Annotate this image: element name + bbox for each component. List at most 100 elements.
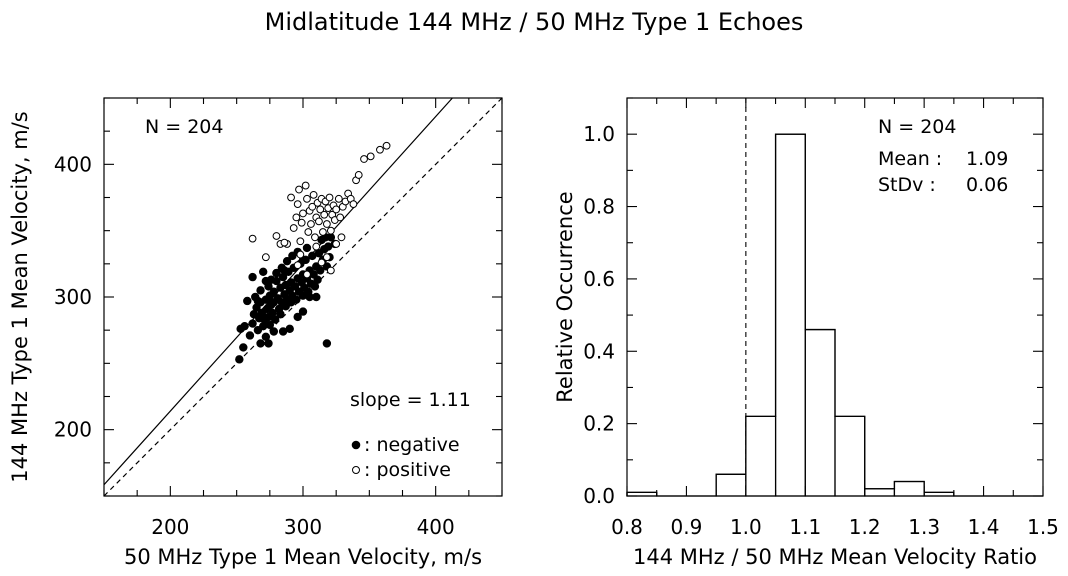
scatter-point-positive	[382, 141, 391, 150]
scatter-point-positive	[308, 202, 317, 211]
histogram-bar	[923, 491, 955, 497]
scatter-point-negative	[312, 292, 321, 302]
legend-positive-marker	[352, 466, 360, 474]
scatter-y-tick-label: 300	[54, 285, 92, 309]
scatter-point-negative	[272, 268, 281, 278]
histogram-stdv-value: 0.06	[966, 174, 1008, 196]
scatter-point-negative	[235, 355, 244, 364]
histogram-x-tick-label: 0.9	[671, 515, 703, 539]
histogram-y-tick-label: 1.0	[583, 122, 615, 146]
scatter-point-positive	[320, 210, 329, 219]
scatter-point-positive	[325, 193, 334, 202]
histogram-bar	[745, 415, 777, 497]
scatter-x-tick-label: 400	[417, 515, 455, 539]
histogram-x-tick-label: 0.8	[611, 515, 643, 539]
histogram-tick-labels: 0.8 0.9 1.0 1.1 1.2 1.3 1.4 1.5 0.0 0.2 0.4 0.6 0.8 1…	[583, 122, 1059, 539]
scatter-point-positive	[261, 253, 270, 262]
scatter-point-positive	[303, 194, 311, 203]
scatter-point-positive	[326, 226, 335, 235]
figure-title: Midlatitude 144 MHz / 50 MHz Type 1 Echo…	[265, 8, 804, 36]
scatter-point-positive	[309, 190, 318, 199]
scatter-point-positive	[312, 242, 321, 251]
histogram-y-tick-label: 0.8	[583, 195, 615, 219]
scatter-point-positive	[280, 238, 289, 247]
histogram-y-tick-label: 0.2	[583, 412, 615, 436]
scatter-point-negative	[322, 339, 332, 348]
scatter-point-negative	[264, 339, 273, 348]
scatter-point-positive	[332, 205, 341, 214]
scatter-y-tick-label: 400	[54, 152, 92, 176]
scatter-ticks	[103, 97, 503, 497]
scatter-point-positive	[299, 209, 307, 218]
scatter-point-positive	[326, 266, 335, 275]
scatter-point-positive	[307, 220, 315, 228]
scatter-n-label: N = 204	[145, 116, 223, 138]
scatter-point-negative	[256, 286, 265, 295]
scatter-point-positive	[366, 152, 375, 161]
scatter-point-negative	[276, 310, 285, 319]
scatter-point-negative	[280, 266, 289, 275]
scatter-point-positive	[295, 185, 303, 194]
scatter-point-positive	[322, 253, 331, 262]
histogram-bar	[804, 328, 836, 497]
scatter-point-positive	[354, 171, 363, 179]
histogram-x-tick-label: 1.3	[908, 515, 940, 539]
scatter-point-positive	[287, 193, 295, 202]
scatter-point-negative	[293, 312, 302, 322]
histogram-mean-label: Mean :	[878, 148, 942, 170]
scatter-point-positive	[376, 145, 384, 154]
scatter-point-positive	[293, 200, 302, 209]
scatter-point-negative	[256, 339, 265, 348]
scatter-point-positive	[292, 213, 301, 222]
scatter-point-negative	[269, 287, 279, 296]
histogram-x-tick-label: 1.5	[1027, 515, 1059, 539]
scatter-point-negative	[259, 267, 268, 276]
histogram-n-label: N = 204	[878, 116, 956, 138]
scatter-point-negative	[239, 343, 248, 352]
scatter-point-positive	[289, 224, 298, 232]
scatter-point-positive	[322, 220, 331, 228]
histogram-x-tick-label: 1.4	[968, 515, 1000, 539]
scatter-point-negative	[298, 307, 308, 316]
scatter-x-tick-label: 300	[284, 515, 322, 539]
histogram-bars	[626, 133, 1043, 497]
histogram-stdv-label: StDv :	[878, 174, 936, 196]
scatter-point-positive	[334, 194, 343, 203]
scatter-point-positive	[303, 270, 311, 279]
scatter-point-positive	[337, 233, 346, 242]
scatter-x-axis-label: 50 MHz Type 1 Mean Velocity, m/s	[124, 545, 482, 569]
histogram-y-axis-label: Relative Occurrence	[553, 191, 577, 402]
scatter-point-positive	[317, 258, 326, 267]
legend-negative-marker	[351, 440, 361, 450]
scatter-slope-label: slope = 1.11	[350, 389, 471, 411]
histogram-mean-value: 1.09	[966, 148, 1008, 170]
scatter-points	[235, 141, 391, 364]
scatter-point-positive	[316, 205, 325, 214]
histogram-x-axis-label: 144 MHz / 50 MHz Mean Velocity Ratio	[633, 545, 1037, 569]
scatter-point-negative	[245, 331, 255, 340]
scatter-tick-labels: 200 300 400 200 300 400	[54, 152, 455, 539]
scatter-point-positive	[304, 228, 313, 236]
scatter-point-negative	[269, 327, 279, 336]
histogram-bar	[864, 488, 896, 497]
scatter-y-tick-label: 200	[54, 418, 92, 442]
scatter-point-negative	[270, 315, 280, 324]
scatter-point-negative	[248, 319, 257, 328]
scatter-point-positive	[311, 233, 319, 242]
scatter-point-positive	[296, 237, 305, 246]
scatter-point-negative	[285, 324, 294, 334]
scatter-point-positive	[293, 261, 302, 270]
scatter-point-negative	[282, 256, 292, 266]
scatter-fit-line	[103, 97, 453, 486]
legend-negative-label: : negative	[364, 434, 460, 456]
scatter-point-positive	[315, 217, 323, 226]
scatter-point-positive	[349, 200, 358, 209]
scatter-point-negative	[266, 275, 276, 284]
histogram-panel: 0.8 0.9 1.0 1.1 1.2 1.3 1.4 1.5 0.0 0.2 0.4 0.6 0.8 1…	[553, 97, 1059, 569]
scatter-point-negative	[240, 321, 249, 331]
histogram-bar	[893, 480, 925, 497]
histogram-bar	[774, 133, 806, 497]
histogram-y-tick-label: 0.0	[583, 484, 615, 508]
scatter-point-negative	[248, 272, 257, 282]
